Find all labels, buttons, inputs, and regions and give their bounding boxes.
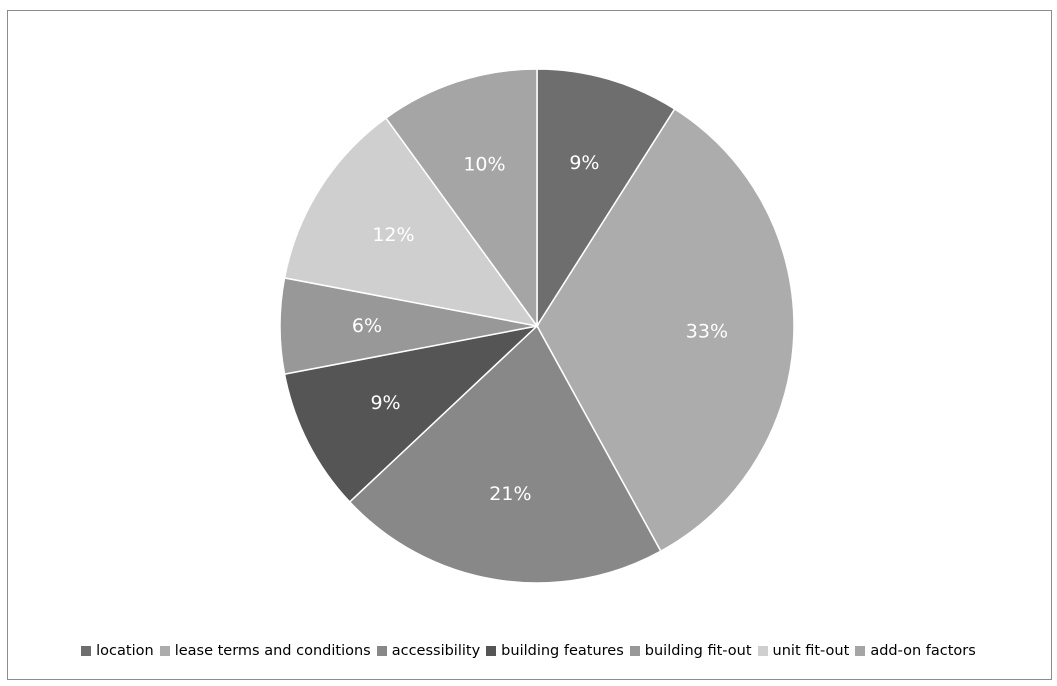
legend-label: building fit-out	[644, 643, 752, 659]
pie-labels: 9% 33% 21% 9% 6% 12% 10%	[352, 152, 728, 505]
slice-label-add-on-factors: 10%	[463, 153, 505, 175]
legend-label: location	[96, 643, 154, 659]
legend: location lease terms and conditions access…	[0, 640, 1057, 662]
legend-item-lease-terms-and-conditions: lease terms and conditions	[159, 643, 371, 659]
pie-slice-building-features	[283, 324, 540, 503]
legend-label: unit fit-out	[772, 643, 850, 659]
legend-label: accessibility	[391, 643, 481, 659]
legend-item-building-features: building features	[486, 643, 624, 659]
legend-item-building-fit-out: building fit-out	[629, 643, 752, 659]
slice-label-lease-terms-and-conditions: 33%	[686, 320, 728, 342]
legend-item-unit-fit-out: unit fit-out	[757, 643, 850, 659]
legend-swatch	[629, 646, 640, 656]
slice-label-building-features: 9%	[370, 392, 400, 414]
pie-slice-location	[536, 68, 676, 329]
legend-swatch	[757, 646, 768, 656]
pie-slice-add-on-factors	[384, 68, 538, 329]
legend-item-add-on-factors: add-on factors	[855, 643, 976, 659]
legend-item-accessibility: accessibility	[376, 643, 481, 659]
legend-swatch	[855, 646, 866, 656]
legend-swatch	[81, 646, 92, 656]
legend-swatch	[486, 646, 497, 656]
pie-slices	[279, 68, 795, 584]
slice-label-unit-fit-out: 12%	[372, 224, 414, 246]
legend-swatch	[159, 646, 170, 656]
pie-slice-unit-fit-out	[283, 117, 539, 328]
pie-slice-accessibility	[348, 324, 662, 584]
slice-label-building-fit-out: 6%	[352, 315, 382, 337]
legend-item-location: location	[81, 643, 154, 659]
slice-label-location: 9%	[569, 152, 599, 174]
legend-label: building features	[501, 643, 624, 659]
legend-label: add-on factors	[870, 643, 976, 659]
legend-label: lease terms and conditions	[174, 643, 371, 659]
pie-slice-lease-terms-and-conditions	[536, 107, 795, 553]
legend-swatch	[376, 646, 387, 656]
slice-label-accessibility: 21%	[489, 483, 531, 505]
